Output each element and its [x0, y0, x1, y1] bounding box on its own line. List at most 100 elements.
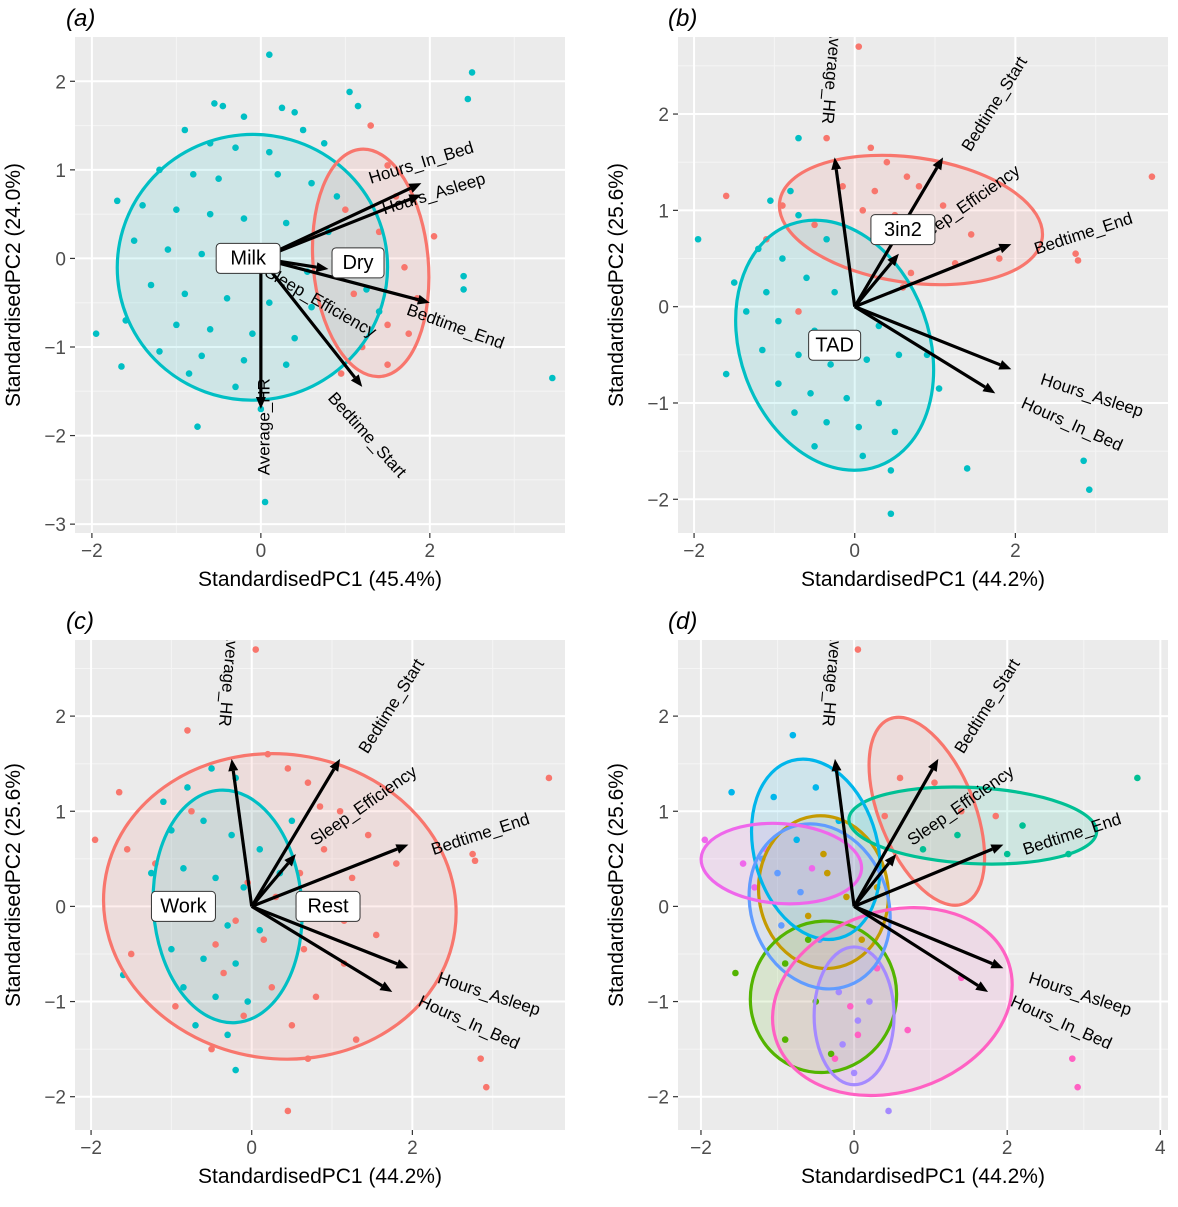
data-point [200, 955, 207, 963]
data-point [278, 104, 286, 112]
data-point [827, 1050, 835, 1058]
data-point [256, 926, 264, 934]
data-point [795, 308, 802, 315]
y-tick-label: 2 [55, 72, 66, 93]
data-point [198, 250, 206, 258]
loading-arrowhead [998, 360, 1012, 370]
data-point [405, 330, 413, 338]
data-point [299, 126, 307, 134]
x-tick-label: 2 [407, 1138, 418, 1159]
data-point [774, 869, 781, 877]
data-point [268, 983, 276, 991]
loading-arrowhead [395, 959, 409, 969]
data-point [779, 255, 786, 262]
data-point [260, 936, 268, 944]
data-point [795, 211, 802, 219]
loading-arrowhead [928, 758, 939, 772]
group-label-box [295, 890, 361, 922]
loading-arrow-hours-in-bed [853, 305, 986, 389]
data-point [240, 356, 248, 364]
loading-arrowhead [379, 981, 393, 993]
loading-arrow-hours-asleep [854, 305, 1001, 367]
loading-arrow-average-hr [231, 770, 254, 907]
x-axis-title: StandardisedPC1 (45.4%) [198, 568, 442, 591]
data-point [775, 317, 782, 325]
data-point [823, 134, 830, 142]
data-point [354, 102, 362, 110]
y-tick-label: −1 [647, 394, 669, 415]
data-point [887, 467, 895, 474]
data-point [188, 807, 195, 815]
data-point [291, 108, 298, 116]
ellipse-fill-Work [153, 790, 303, 1023]
data-point [288, 1022, 296, 1029]
data-point [863, 356, 871, 363]
data-point [797, 888, 804, 896]
data-point [464, 95, 472, 103]
loading-arrow-bedtime-end [854, 247, 1001, 309]
loading-arrowhead [990, 844, 1004, 854]
plot-area: Hours_In_BedHours_AsleepBedtime_EndSleep… [92, 51, 556, 506]
data-point [831, 288, 838, 296]
data-point [759, 346, 766, 354]
data-point [763, 288, 770, 296]
y-tick-label: −1 [44, 338, 66, 359]
loading-arrowhead [975, 981, 989, 993]
data-point [468, 69, 476, 76]
data-point [742, 308, 750, 315]
data-point [808, 865, 816, 872]
data-point [732, 969, 739, 977]
data-point [147, 281, 155, 289]
panel-tag: (b) [668, 5, 697, 32]
data-point [173, 321, 180, 329]
data-point [232, 144, 239, 152]
loading-arrowhead [990, 959, 1004, 969]
data-point [384, 361, 391, 369]
data-point [200, 817, 207, 825]
data-point [460, 286, 467, 293]
panel-tag: (a) [66, 5, 95, 32]
data-point [220, 969, 227, 977]
loading-arrowhead [998, 243, 1012, 254]
data-point [282, 361, 290, 369]
ellipse-outline-Rest [101, 752, 458, 1061]
y-tick-label: 0 [658, 897, 669, 918]
data-point [896, 774, 904, 782]
data-point [261, 498, 269, 506]
data-point [372, 931, 380, 939]
group-label: Dry [342, 252, 373, 274]
data-point [795, 134, 802, 142]
loading-arrowhead [408, 194, 422, 204]
data-point [401, 263, 408, 271]
ellipse-outline-group-3 [812, 945, 896, 1087]
data-point [198, 352, 206, 360]
data-point [549, 374, 556, 382]
data-point [184, 727, 191, 734]
data-point [284, 1107, 292, 1115]
data-point [996, 255, 1003, 262]
y-tick-label: 0 [55, 249, 66, 270]
panel-1: Hours_In_BedHours_AsleepBedtime_EndSleep… [2, 5, 565, 591]
x-axis-title: StandardisedPC1 (44.2%) [198, 1165, 442, 1188]
x-tick-label: 0 [849, 1138, 860, 1159]
loading-arrowhead [982, 382, 996, 394]
data-point [92, 330, 100, 338]
data-point [113, 197, 121, 205]
data-point [232, 1066, 239, 1074]
y-axis-title: StandardisedPC2 (24.0%) [2, 163, 25, 407]
data-point [181, 290, 189, 298]
data-point [803, 274, 810, 282]
y-axis-title: StandardisedPC2 (25.6%) [605, 763, 628, 1007]
data-point [843, 394, 850, 402]
data-point [701, 836, 709, 844]
data-point [312, 993, 320, 1001]
data-point [820, 850, 827, 858]
data-point [232, 917, 239, 924]
data-point [336, 807, 344, 815]
loading-arrowhead [416, 294, 430, 305]
data-point [212, 874, 219, 882]
data-point [904, 1026, 911, 1034]
data-point [348, 874, 356, 882]
data-point [854, 1031, 862, 1039]
